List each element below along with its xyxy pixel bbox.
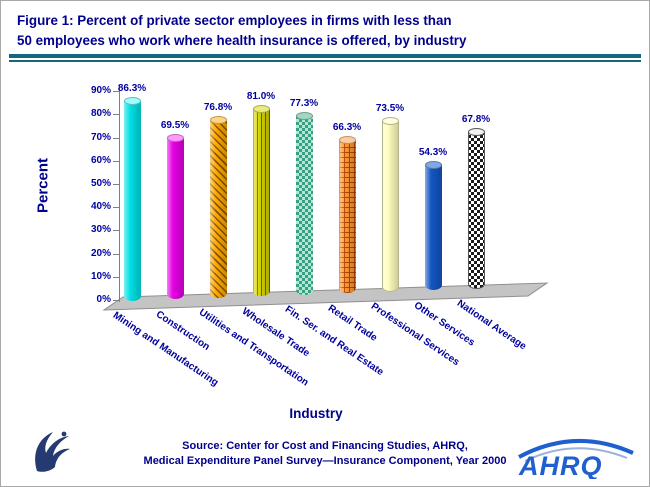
bar-value-label: 73.5% [375, 103, 405, 115]
y-tick-label: 20% [90, 247, 111, 259]
hhs-logo [35, 431, 70, 472]
bar-cylinder [381, 117, 399, 292]
y-axis-tick [113, 300, 120, 301]
y-axis-tick [113, 207, 120, 209]
source-note: Source: Center for Cost and Financing St… [1, 439, 649, 469]
y-axis-tick [113, 114, 120, 116]
bar-value-label: 86.3% [117, 82, 147, 94]
bar-value-label: 77.3% [289, 97, 319, 109]
y-axis-tick [113, 91, 120, 93]
source-line1: Source: Center for Cost and Financing St… [182, 440, 468, 452]
bar-top-ellipse [252, 104, 270, 113]
bar-value-label: 69.5% [160, 120, 190, 132]
source-line2: Medical Expenditure Panel Survey—Insuran… [143, 454, 507, 467]
bar-value-label: 81.0% [246, 90, 276, 102]
bar-top-ellipse [381, 117, 399, 126]
divider-thin-line [9, 60, 641, 62]
title-divider [9, 54, 641, 62]
bar-cylinder [338, 135, 356, 294]
bar-value-label: 67.8% [461, 113, 491, 125]
bar-top-ellipse [338, 135, 356, 144]
y-axis-tick [113, 184, 120, 185]
bar-top-ellipse [467, 127, 485, 136]
chart-title-line1: Figure 1: Percent of private sector empl… [17, 13, 452, 28]
bar-cylinder [252, 104, 270, 297]
y-tick-label: 50% [90, 178, 111, 189]
y-tick-label: 0% [96, 294, 111, 305]
y-axis-tick [113, 230, 120, 232]
bar-cylinder [209, 115, 227, 298]
bar-top-ellipse [209, 115, 227, 124]
y-tick-label: 40% [90, 201, 111, 213]
chart-title-line2: 50 employees who work where health insur… [17, 33, 467, 49]
bar-cylinder [295, 111, 313, 295]
y-axis-tick [113, 137, 120, 139]
y-axis-tick [113, 276, 120, 278]
bar-top-ellipse [166, 134, 184, 143]
y-tick-label: 90% [90, 85, 111, 97]
bar-value-label: 66.3% [332, 121, 362, 133]
divider-thick-line [9, 54, 641, 58]
bar-top-ellipse [295, 111, 313, 120]
y-tick-label: 70% [90, 131, 111, 143]
bar-value-label: 54.3% [418, 146, 448, 158]
bar-cylinder [123, 96, 141, 301]
ahrq-logo-text: AHRQ [518, 451, 603, 479]
bar-cylinder [166, 134, 184, 300]
chart-title: Figure 1: Percent of private sector empl… [17, 11, 466, 51]
x-axis-title: Industry [289, 406, 343, 421]
y-axis-tick [113, 253, 120, 255]
y-tick-label: 30% [90, 224, 111, 236]
y-tick-label: 60% [90, 154, 111, 166]
y-axis-line [119, 88, 120, 302]
bar-cylinder [424, 160, 442, 291]
y-tick-label: 10% [90, 270, 111, 282]
source-label: Source: [182, 440, 224, 452]
bar-top-ellipse [424, 160, 442, 169]
y-tick-label: 80% [90, 108, 111, 120]
bar-cylinder [467, 127, 485, 289]
ahrq-logo: AHRQ [518, 439, 634, 479]
bar-value-label: 76.8% [203, 101, 233, 113]
y-axis-tick [113, 160, 120, 162]
bar-top-ellipse [123, 96, 141, 105]
